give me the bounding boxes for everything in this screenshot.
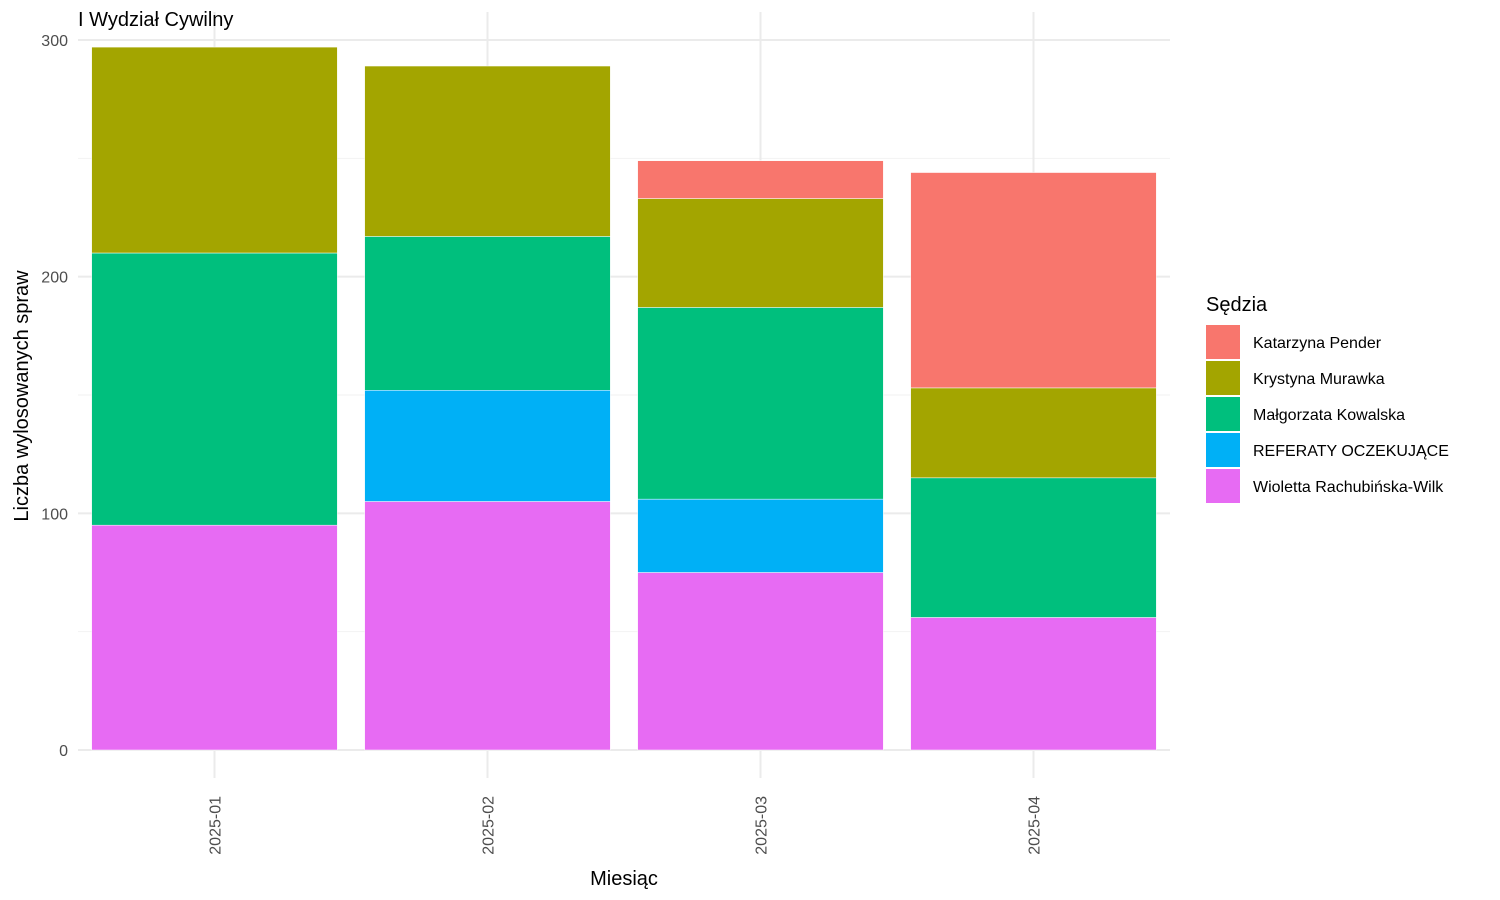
bar-segment <box>637 307 884 500</box>
legend-title: Sędzia <box>1206 294 1268 316</box>
y-tick-label: 200 <box>41 270 68 287</box>
bar-segment <box>91 524 338 751</box>
bar-segment <box>364 390 611 502</box>
axes: 0 100 200 300 2025-01 2025-02 2025-03 2025-04 <box>41 33 1043 855</box>
legend-label: Wioletta Rachubińska-Wilk <box>1253 479 1444 496</box>
legend-label: Krystyna Murawka <box>1253 371 1385 388</box>
bar-segment <box>910 172 1157 389</box>
bar-segment <box>637 572 884 751</box>
x-tick-label: 2025-01 <box>208 796 225 855</box>
y-tick-label: 300 <box>41 33 68 50</box>
chart-title: I Wydział Cywilny <box>78 9 233 31</box>
y-tick-label: 100 <box>41 506 68 523</box>
y-tick-label: 0 <box>59 743 68 760</box>
bars <box>91 46 1157 751</box>
bar-segment <box>364 65 611 237</box>
bar-segment <box>910 387 1157 479</box>
legend: Sędzia Katarzyna Pender Krystyna Murawka M… <box>1206 294 1449 503</box>
bar-segment <box>364 236 611 391</box>
bar-segment <box>910 617 1157 751</box>
bar-segment <box>910 477 1157 618</box>
legend-swatch <box>1206 433 1240 467</box>
legend-swatch <box>1206 397 1240 431</box>
legend-label: REFERATY OCZEKUJĄCE <box>1253 443 1449 460</box>
legend-label: Katarzyna Pender <box>1253 335 1382 352</box>
legend-swatch <box>1206 361 1240 395</box>
bar-segment <box>637 498 884 573</box>
bar-segment <box>91 46 338 254</box>
bar-segment <box>91 252 338 526</box>
bar-segment <box>364 501 611 751</box>
legend-label: Małgorzata Kowalska <box>1253 407 1405 424</box>
legend-swatch <box>1206 325 1240 359</box>
x-tick-label: 2025-03 <box>754 796 771 855</box>
bar-segment <box>637 160 884 199</box>
legend-swatch <box>1206 469 1240 503</box>
x-tick-label: 2025-04 <box>1027 796 1044 855</box>
bar-segment <box>637 198 884 308</box>
x-tick-label: 2025-02 <box>481 796 498 855</box>
y-axis-title: Liczba wylosowanych spraw <box>11 270 33 522</box>
x-axis-title: Miesiąc <box>590 868 658 890</box>
